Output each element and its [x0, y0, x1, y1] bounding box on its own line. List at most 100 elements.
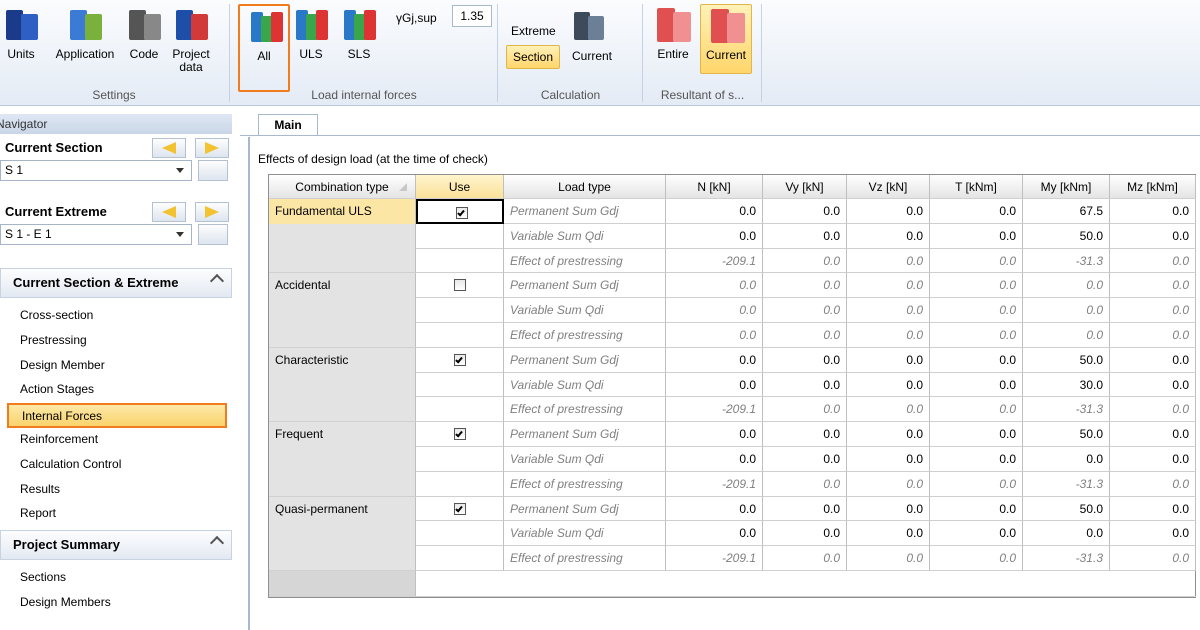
- column-header[interactable]: Vz [kN]: [847, 175, 930, 199]
- value-cell: 0.0: [930, 372, 1023, 398]
- combination-cell[interactable]: Characteristic: [269, 347, 416, 373]
- add-button[interactable]: [198, 224, 228, 245]
- value-cell: 0.0: [1110, 347, 1196, 373]
- ribbon-button[interactable]: Application: [50, 4, 120, 74]
- prev-arrow: [162, 142, 176, 154]
- check-mark: [455, 355, 463, 364]
- checkbox[interactable]: [454, 502, 466, 515]
- ribbon-button[interactable]: Units: [4, 4, 38, 74]
- column-header[interactable]: Use: [416, 175, 504, 199]
- button-label: Current: [571, 49, 612, 63]
- nav-item[interactable]: Internal Forces: [7, 403, 227, 429]
- icon: [657, 8, 691, 42]
- combination-cell[interactable]: [269, 298, 416, 323]
- ribbon-button[interactable]: SLS: [334, 4, 384, 74]
- value-cell: 0.0: [666, 422, 763, 447]
- combination-cell[interactable]: Fundamental ULS: [269, 199, 416, 224]
- ribbon-button[interactable]: Current: [564, 45, 620, 69]
- use-cell[interactable]: [416, 347, 504, 373]
- combination-cell[interactable]: Quasi-permanent: [269, 496, 416, 522]
- value-cell: 0.0: [847, 273, 930, 299]
- ribbon-button[interactable]: Section: [506, 45, 560, 69]
- tab-strip-line: [240, 135, 1200, 136]
- sort-indicator: [399, 183, 407, 191]
- column-header[interactable]: My [kNm]: [1023, 175, 1110, 199]
- combination-cell[interactable]: [269, 372, 416, 398]
- nav-item[interactable]: Sections: [20, 570, 67, 584]
- value-cell: 67.5: [1023, 199, 1110, 224]
- add-button[interactable]: [198, 160, 228, 181]
- combination-cell[interactable]: [269, 521, 416, 547]
- value-cell: 0.0: [1110, 323, 1196, 348]
- value-cell: -31.3: [1023, 546, 1110, 571]
- nav-item[interactable]: Reinforcement: [20, 432, 99, 446]
- column-header[interactable]: Combination type: [269, 175, 416, 199]
- value-cell: 0.0: [847, 422, 930, 447]
- column-header[interactable]: N [kN]: [666, 175, 763, 199]
- icon: [711, 9, 745, 43]
- value-cell: -31.3: [1023, 397, 1110, 423]
- value-cell: 0.0: [847, 323, 930, 348]
- checkbox[interactable]: [454, 353, 466, 366]
- column-header[interactable]: Vy [kN]: [763, 175, 847, 199]
- checkbox[interactable]: [454, 279, 466, 292]
- combination-cell[interactable]: [269, 546, 416, 571]
- icon-part: [129, 10, 146, 40]
- use-cell[interactable]: [416, 273, 504, 299]
- value-cell: 0.0: [847, 347, 930, 373]
- ribbon-button[interactable]: Current: [700, 4, 752, 74]
- combination-cell[interactable]: Frequent: [269, 422, 416, 447]
- use-cell[interactable]: [416, 199, 504, 224]
- ribbon-button[interactable]: Entire: [650, 4, 696, 74]
- combination-cell[interactable]: [269, 223, 416, 249]
- checkbox[interactable]: [456, 207, 468, 219]
- load-type-cell: Variable Sum Qdi: [504, 223, 666, 249]
- value-cell: 0.0: [1023, 298, 1110, 323]
- use-cell: [416, 372, 504, 398]
- parameter-input[interactable]: 1.35: [452, 5, 492, 27]
- panel-header[interactable]: Project Summary: [0, 530, 232, 560]
- ribbon-button[interactable]: All: [238, 4, 290, 92]
- column-header[interactable]: T [kNm]: [930, 175, 1023, 199]
- ribbon-button[interactable]: Project data: [168, 4, 214, 74]
- use-cell[interactable]: [416, 496, 504, 522]
- panel-header[interactable]: Current Section & Extreme: [0, 268, 232, 298]
- column-header[interactable]: Load type: [504, 175, 666, 199]
- nav-item[interactable]: Calculation Control: [20, 456, 122, 471]
- combination-cell[interactable]: [269, 397, 416, 423]
- combination-cell[interactable]: [269, 471, 416, 497]
- ribbon-button[interactable]: ULS: [294, 4, 328, 74]
- value-cell: 0.0: [666, 521, 763, 547]
- icon-part: [144, 14, 161, 40]
- ribbon-button[interactable]: Code: [128, 4, 161, 74]
- column-header[interactable]: Mz [kNm]: [1110, 175, 1196, 199]
- load-type-cell: Variable Sum Qdi: [504, 372, 666, 398]
- value-cell: 0.0: [666, 496, 763, 522]
- icon-part: [296, 10, 308, 40]
- checkbox[interactable]: [454, 428, 466, 441]
- dropdown[interactable]: S 1 - E 1: [0, 224, 192, 245]
- combination-cell[interactable]: [269, 248, 416, 274]
- icon: [70, 10, 102, 40]
- value-cell: 0.0: [763, 496, 847, 522]
- nav-item[interactable]: Results: [20, 481, 61, 496]
- nav-item[interactable]: Action Stages: [20, 382, 95, 397]
- use-cell[interactable]: [416, 422, 504, 447]
- value-cell: -209.1: [666, 397, 763, 423]
- combination-cell[interactable]: [269, 323, 416, 348]
- value-cell: 0.0: [1110, 273, 1196, 299]
- nav-item[interactable]: Design Members: [20, 594, 111, 609]
- nav-item[interactable]: Design Member: [20, 357, 105, 372]
- tab[interactable]: Main: [258, 114, 318, 136]
- nav-item[interactable]: Report: [20, 506, 57, 521]
- combination-cell[interactable]: Accidental: [269, 273, 416, 299]
- icon-part: [70, 10, 87, 40]
- dropdown[interactable]: S 1: [0, 160, 192, 181]
- icon: [129, 10, 161, 40]
- combination-cell[interactable]: [269, 447, 416, 472]
- nav-item[interactable]: Cross-section: [20, 308, 94, 322]
- icon-part: [271, 12, 283, 42]
- nav-item[interactable]: Prestressing: [20, 332, 87, 347]
- icon-part: [261, 16, 273, 42]
- next-arrow: [205, 142, 219, 154]
